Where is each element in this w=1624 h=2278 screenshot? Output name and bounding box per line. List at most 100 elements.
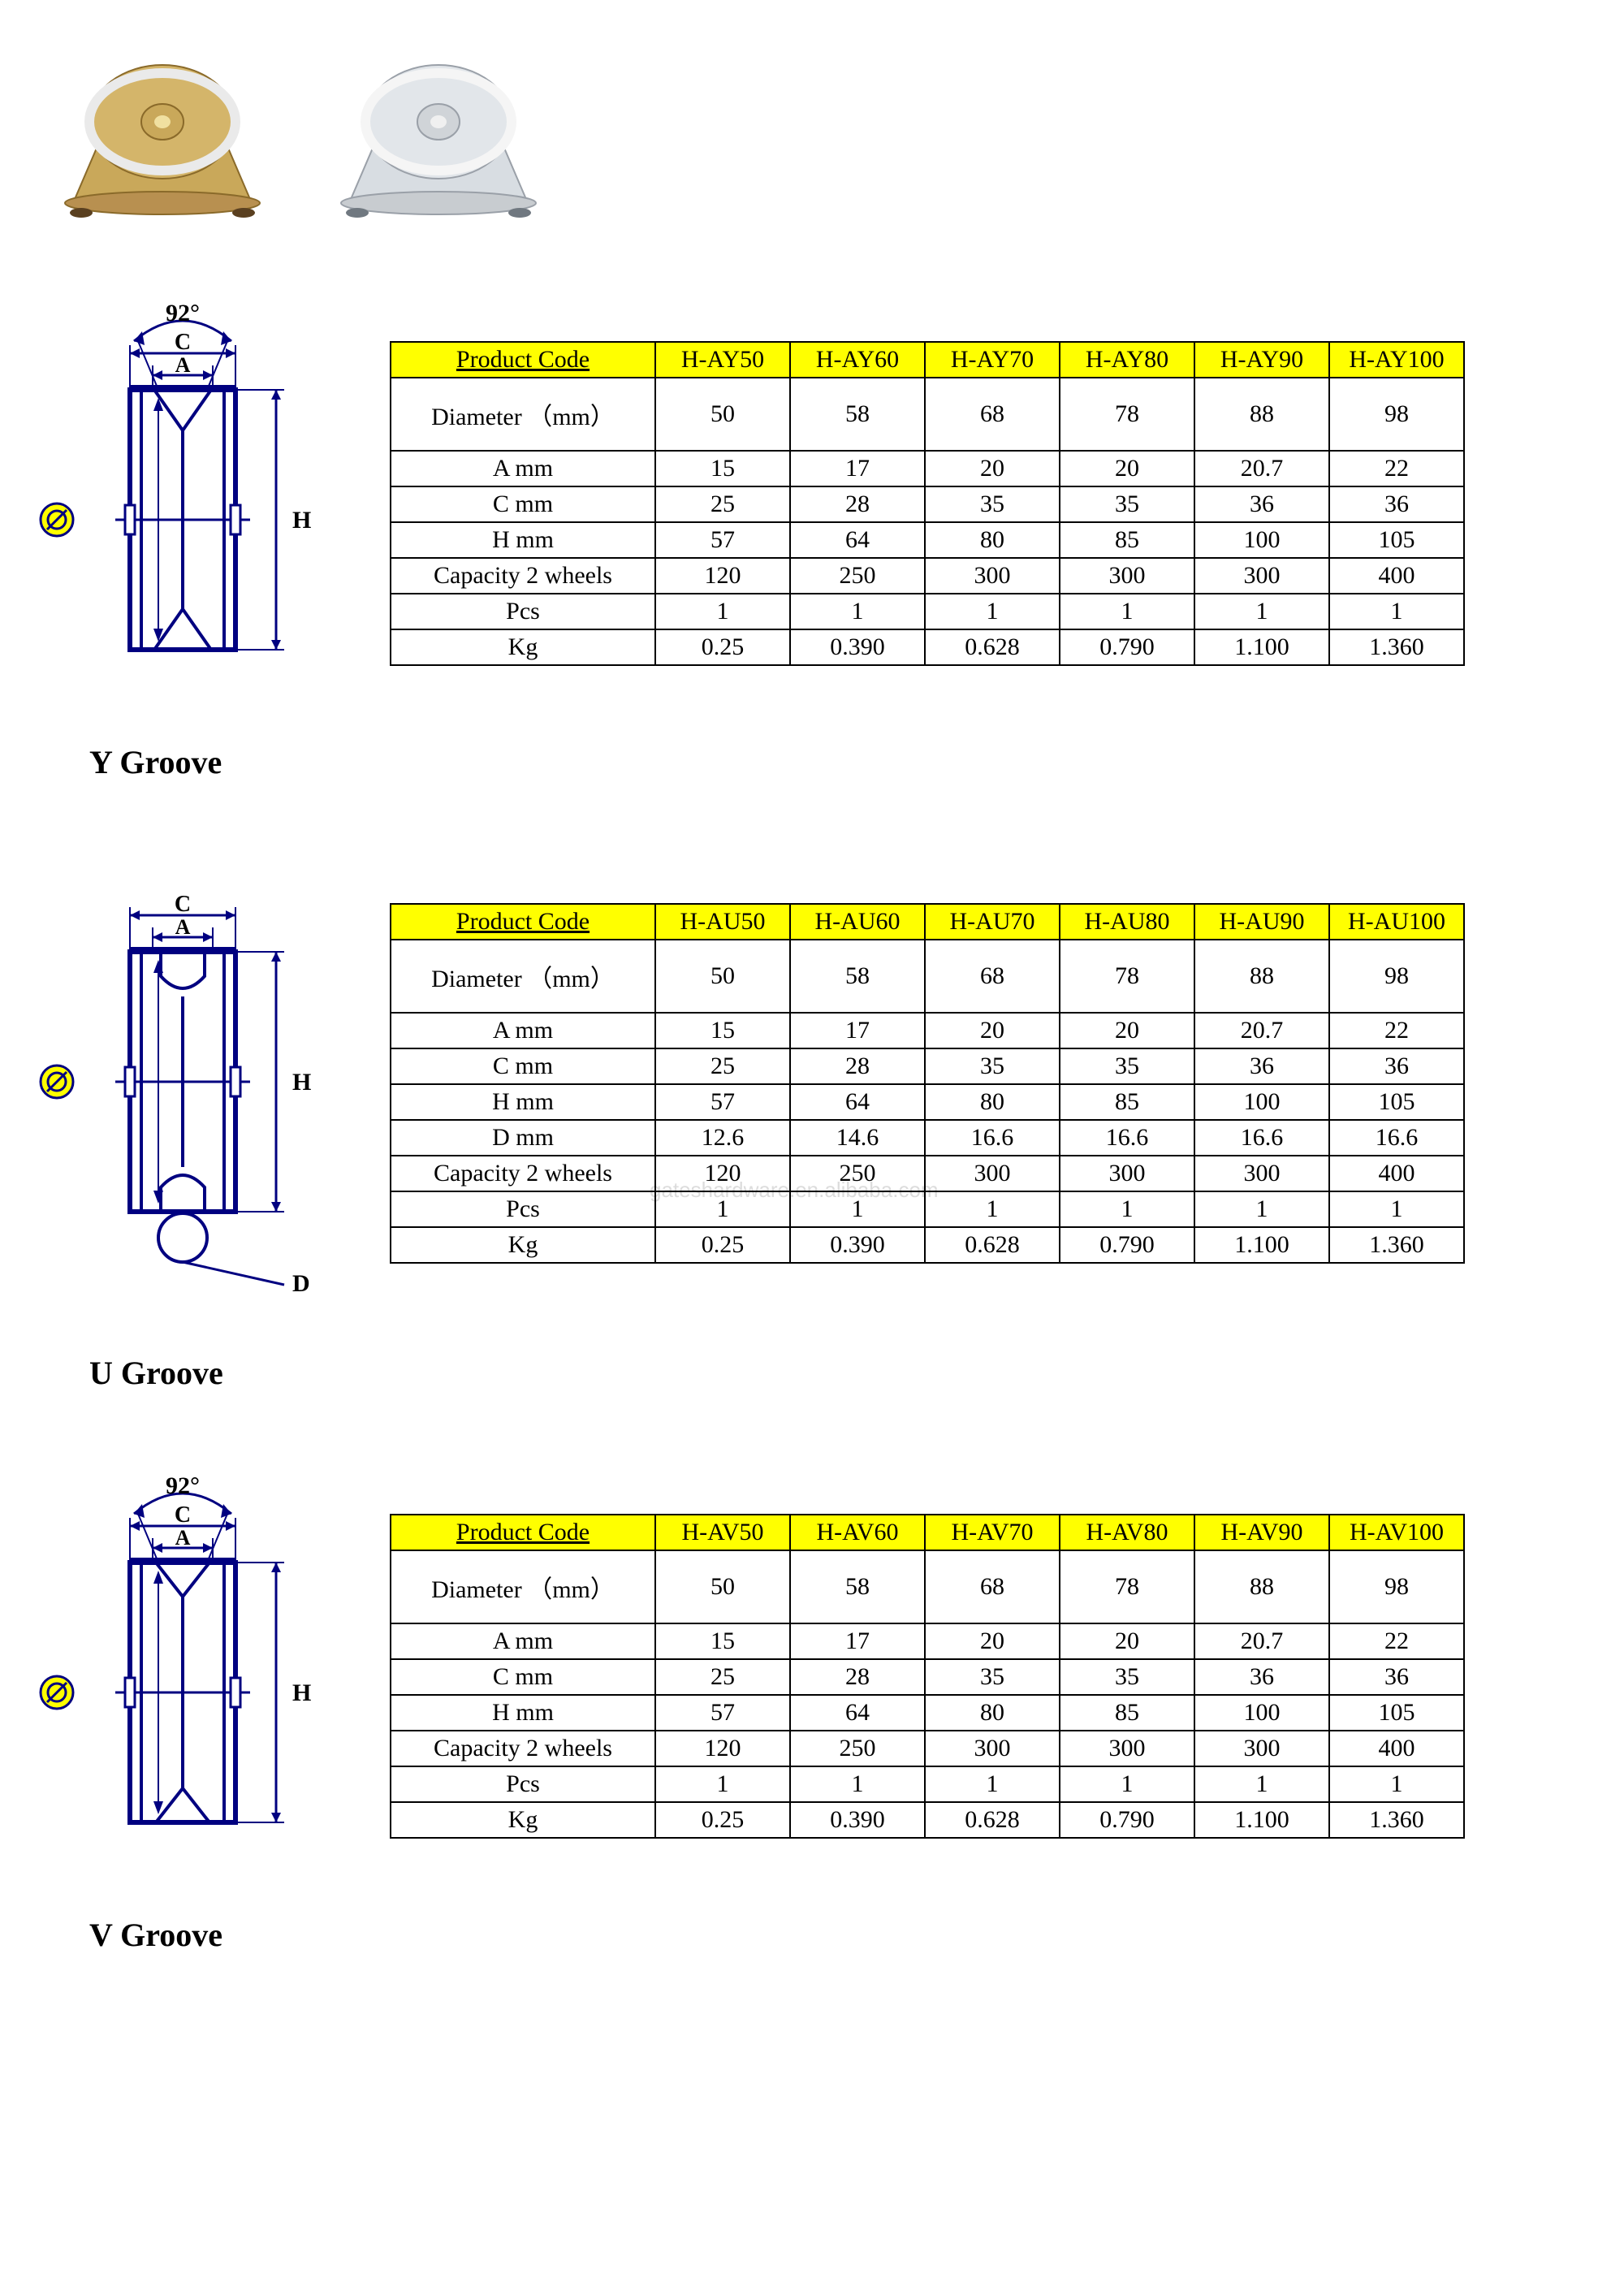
table-cell: 16.6 [925,1120,1060,1156]
table-cell: 36 [1194,486,1329,522]
table-cell: 100 [1194,1084,1329,1120]
table-cell: 15 [655,1013,790,1048]
table-cell: 0.790 [1060,629,1194,665]
table-cell: 1 [1060,1766,1194,1802]
table-cell: 88 [1194,940,1329,1013]
svg-text:92°: 92° [166,1473,200,1499]
table-cell: 35 [1060,1659,1194,1695]
table-cell: 36 [1329,1048,1464,1084]
y-groove-label: Y Groove [89,743,325,781]
table-row: D mm12.614.616.616.616.616.6 [391,1120,1464,1156]
table-row: Diameter （mm）505868788898 [391,940,1464,1013]
table-row: A mm1517202020.722 [391,451,1464,486]
svg-text:A: A [175,353,191,377]
table-row: Diameter （mm）505868788898 [391,378,1464,451]
row-label: Diameter （mm） [391,1550,655,1623]
table-cell: 14.6 [790,1120,925,1156]
table-cell: 36 [1194,1048,1329,1084]
table-cell: 80 [925,1084,1060,1120]
steel-wheel-photo [317,24,560,236]
spec-table: Product CodeH-AU50H-AU60H-AU70H-AU80H-AU… [390,903,1465,1264]
table-cell: 1 [1060,1191,1194,1227]
table-cell: 20 [1060,1013,1194,1048]
table-cell: 68 [925,378,1060,451]
table-cell: 17 [790,1623,925,1659]
row-label: Kg [391,1227,655,1263]
table-row: Pcs111111 [391,1766,1464,1802]
table-cell: 58 [790,1550,925,1623]
table-header: H-AY80 [1060,342,1194,378]
table-cell: 98 [1329,940,1464,1013]
table-cell: 400 [1329,1731,1464,1766]
table-header: H-AU60 [790,904,925,940]
table-header: H-AV50 [655,1515,790,1550]
table-cell: 35 [1060,1048,1194,1084]
table-cell: 0.628 [925,1227,1060,1263]
table-cell: 64 [790,522,925,558]
table-header: H-AV60 [790,1515,925,1550]
table-cell: 35 [925,486,1060,522]
table-cell: 85 [1060,1084,1194,1120]
table-cell: 0.25 [655,1802,790,1838]
table-header: H-AY90 [1194,342,1329,378]
table-cell: 1.100 [1194,1802,1329,1838]
v-diagram-block: 92° C A [16,1473,325,1954]
table-cell: 88 [1194,378,1329,451]
table-cell: 58 [790,940,925,1013]
row-label: Pcs [391,594,655,629]
table-cell: 1 [1194,594,1329,629]
svg-text:D: D [292,1270,310,1297]
svg-text:A: A [175,1526,191,1550]
table-cell: 78 [1060,940,1194,1013]
y-table-wrap: Product CodeH-AY50H-AY60H-AY70H-AY80H-AY… [390,300,1465,666]
table-row: H mm57648085100105 [391,1695,1464,1731]
table-cell: 300 [1060,1731,1194,1766]
spec-table: Product CodeH-AY50H-AY60H-AY70H-AY80H-AY… [390,341,1465,666]
y-groove-section: 92° C A [16,300,1608,781]
table-cell: 20.7 [1194,451,1329,486]
table-cell: 22 [1329,1623,1464,1659]
svg-text:C: C [175,1502,191,1528]
u-table-wrap: Product CodeH-AU50H-AU60H-AU70H-AU80H-AU… [390,862,1465,1264]
table-row: Capacity 2 wheels120250300300300400 [391,558,1464,594]
table-cell: 120 [655,1156,790,1191]
table-header: Product Code [391,1515,655,1550]
table-cell: 250 [790,1156,925,1191]
table-cell: 57 [655,1695,790,1731]
table-cell: 1.360 [1329,1802,1464,1838]
table-cell: 16.6 [1060,1120,1194,1156]
table-cell: 1 [655,1766,790,1802]
row-label: A mm [391,451,655,486]
svg-text:92°: 92° [166,300,200,326]
table-cell: 0.25 [655,1227,790,1263]
table-cell: 68 [925,940,1060,1013]
v-table-wrap: Product CodeH-AV50H-AV60H-AV70H-AV80H-AV… [390,1473,1465,1839]
table-cell: 78 [1060,1550,1194,1623]
table-cell: 20.7 [1194,1013,1329,1048]
table-cell: 50 [655,1550,790,1623]
table-cell: 85 [1060,522,1194,558]
table-cell: 78 [1060,378,1194,451]
table-cell: 400 [1329,1156,1464,1191]
table-cell: 0.790 [1060,1227,1194,1263]
table-cell: 300 [1194,1731,1329,1766]
table-cell: 250 [790,1731,925,1766]
y-groove-diagram: 92° C A [32,300,325,711]
table-header: H-AU50 [655,904,790,940]
table-cell: 1 [1194,1766,1329,1802]
table-row: Diameter （mm）505868788898 [391,1550,1464,1623]
table-cell: 64 [790,1084,925,1120]
row-label: A mm [391,1013,655,1048]
table-cell: 1.100 [1194,1227,1329,1263]
svg-text:C: C [175,330,191,355]
table-cell: 20.7 [1194,1623,1329,1659]
table-row: A mm1517202020.722 [391,1623,1464,1659]
svg-text:C: C [175,892,191,917]
table-cell: 0.390 [790,1802,925,1838]
table-row: C mm252835353636 [391,1659,1464,1695]
row-label: A mm [391,1623,655,1659]
table-row: H mm57648085100105 [391,522,1464,558]
table-row: Pcs111111 [391,594,1464,629]
table-cell: 16.6 [1329,1120,1464,1156]
table-cell: 250 [790,558,925,594]
